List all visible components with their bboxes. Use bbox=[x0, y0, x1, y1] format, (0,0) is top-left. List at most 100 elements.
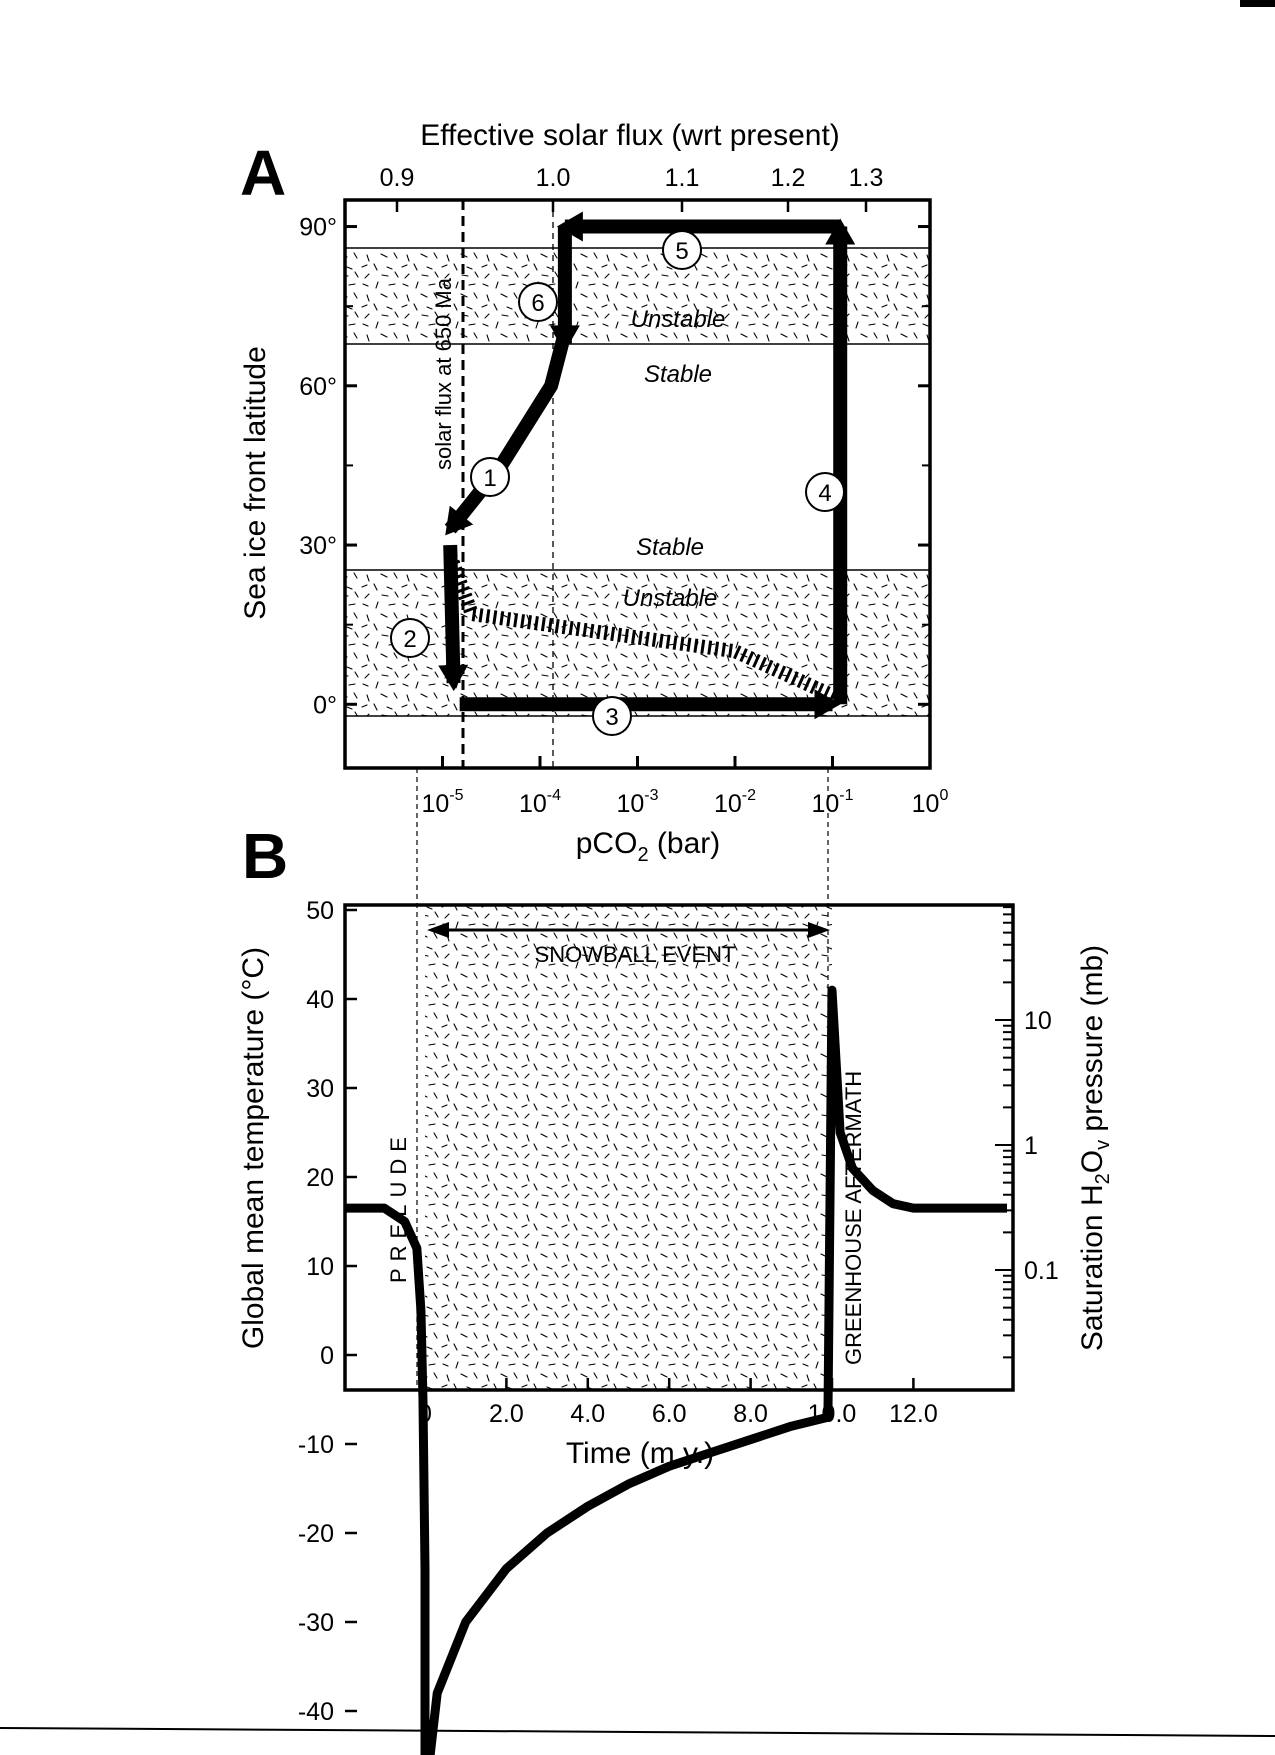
unstable-region-lower bbox=[345, 570, 930, 716]
y2-title-mid: O bbox=[1076, 1150, 1109, 1173]
temperature-tick-label: -30 bbox=[298, 1609, 334, 1637]
vapor-pressure-tick-label: 10 bbox=[1024, 1007, 1052, 1035]
solar-flux-650ma-label: solar flux at 650 Ma bbox=[431, 277, 456, 470]
x-tick-label: 10-2 bbox=[714, 787, 756, 818]
snowball-collapse-dashed-path bbox=[443, 553, 844, 706]
greenhouse-aftermath-label: GREENHOUSE AFTERMATH bbox=[841, 1071, 866, 1365]
temperature-tick-label: 50 bbox=[306, 897, 334, 925]
top-right-scan-mark bbox=[1240, 0, 1275, 7]
panel-a: A Effective solar flux (wrt present) 0.9… bbox=[239, 119, 948, 866]
step-circle bbox=[805, 472, 845, 512]
x-tick-label: 10-4 bbox=[519, 787, 561, 818]
step-marker-5: 5 bbox=[662, 230, 702, 270]
temperature-tick-label: 20 bbox=[306, 1164, 334, 1192]
bottom-scan-rule bbox=[0, 1727, 1275, 1737]
temperature-tick-label: -20 bbox=[298, 1520, 334, 1548]
x-axis-title-time: Time (m.y.) bbox=[566, 1437, 714, 1470]
step-number: 3 bbox=[605, 704, 618, 731]
top-axis-tick-label: 1.3 bbox=[849, 164, 884, 192]
snowball-event-region bbox=[425, 905, 832, 1390]
x-tick-label: 10-3 bbox=[616, 787, 658, 818]
time-tick-label: 8.0 bbox=[733, 1400, 768, 1428]
y2-title-tail: pressure (mb) bbox=[1076, 945, 1109, 1140]
temperature-tick-label: 10 bbox=[306, 1253, 334, 1281]
top-axis-tick-label: 1.0 bbox=[536, 164, 571, 192]
vapor-pressure-axis-ticks: 10 1 0.1 bbox=[995, 906, 1059, 1359]
y-tick-label: 30° bbox=[299, 532, 337, 560]
step-number: 4 bbox=[818, 480, 831, 507]
region-label-stable-lower: Stable bbox=[636, 534, 704, 561]
time-tick-label: 10.0 bbox=[808, 1400, 857, 1428]
time-tick-label: 4.0 bbox=[570, 1400, 605, 1428]
y-axis-title-temperature: Global mean temperature (°C) bbox=[237, 947, 270, 1349]
step-number: 2 bbox=[403, 626, 416, 653]
step-circle bbox=[592, 696, 632, 736]
x-axis-title-pco2: pCO2 (bar) bbox=[576, 827, 721, 866]
top-axis-tick-label: 0.9 bbox=[380, 164, 415, 192]
y2-axis-title-vapor-pressure: Saturation H2Ov pressure (mb) bbox=[1076, 945, 1114, 1351]
hysteresis-cycle-paths bbox=[438, 211, 856, 720]
prelude-label: PRELUDE bbox=[386, 1130, 411, 1283]
y2-title-main: Saturation H bbox=[1076, 1184, 1109, 1351]
top-axis-title: Effective solar flux (wrt present) bbox=[420, 119, 840, 152]
vapor-pressure-tick-label: 0.1 bbox=[1024, 1257, 1059, 1285]
panel-b: B SNOWBALL EVENT PRELUDE GREENHOUSE AFTE… bbox=[237, 820, 1114, 1755]
step-number: 5 bbox=[675, 238, 688, 265]
y-tick-label: 0° bbox=[313, 691, 337, 719]
temperature-tick-label: 0 bbox=[320, 1342, 334, 1370]
y-tick-label: 90° bbox=[299, 214, 337, 242]
temperature-series-line bbox=[343, 985, 1008, 1755]
time-tick-label: 0 bbox=[418, 1400, 432, 1428]
region-label-unstable-lower: Unstable bbox=[623, 585, 718, 612]
x-tick-label: 100 bbox=[912, 787, 949, 818]
cycle-arrowhead-step-1 bbox=[445, 505, 474, 536]
temperature-tick-label: -10 bbox=[298, 1431, 334, 1459]
cycle-path-step-2 bbox=[443, 544, 461, 684]
top-axis-tick-label: 1.2 bbox=[771, 164, 806, 192]
step-number: 6 bbox=[531, 290, 544, 317]
time-tick-label: 6.0 bbox=[652, 1400, 687, 1428]
step-circle bbox=[470, 457, 510, 497]
panel-b-plot-frame bbox=[343, 903, 1015, 1392]
vapor-pressure-tick-label: 1 bbox=[1024, 1132, 1038, 1160]
panel-a-frame-ticks bbox=[343, 225, 932, 768]
step-marker-3: 3 bbox=[592, 696, 632, 736]
cycle-arrowhead-step-2 bbox=[438, 664, 469, 692]
step-circle bbox=[662, 230, 702, 270]
y-axis-title-latitude: Sea ice front latitude bbox=[239, 346, 272, 620]
x-axis-ticks: 10-5 10-4 10-3 10-2 10-1 100 bbox=[421, 787, 948, 818]
panel-a-letter: A bbox=[240, 137, 286, 209]
step-marker-4: 4 bbox=[805, 472, 845, 512]
time-tick-label: 2.0 bbox=[489, 1400, 524, 1428]
stipple-band-upper bbox=[345, 248, 930, 344]
snowball-event-arrow bbox=[427, 922, 830, 938]
event-arrow-right-head bbox=[808, 922, 830, 938]
region-label-stable-upper: Stable bbox=[644, 361, 712, 388]
event-arrow-left-head bbox=[427, 922, 449, 938]
time-axis-ticks: 0 2.0 4.0 6.0 8.0 10.0 12.0 bbox=[418, 1378, 938, 1428]
temperature-tick-label: 30 bbox=[306, 1075, 334, 1103]
snowball-event-label: SNOWBALL EVENT bbox=[535, 942, 736, 967]
y-axis-ticks: 0° 30° 60° 90° bbox=[299, 214, 337, 720]
cycle-arrowhead-step-3 bbox=[814, 689, 841, 720]
cycle-path-step-1 bbox=[444, 330, 572, 534]
top-axis-ticks: 0.9 1.0 1.1 1.2 1.3 bbox=[380, 164, 884, 212]
top-axis-tick-label: 1.1 bbox=[665, 164, 700, 192]
time-tick-label: 12.0 bbox=[889, 1400, 938, 1428]
region-label-unstable-upper: Unstable bbox=[631, 306, 726, 333]
temperature-tick-label: 40 bbox=[306, 986, 334, 1014]
panel-b-letter: B bbox=[242, 820, 288, 892]
step-number: 1 bbox=[483, 465, 496, 492]
step-markers: 1 2 3 4 5 6 bbox=[390, 230, 845, 736]
step-marker-6: 6 bbox=[518, 282, 558, 322]
temperature-tick-label: -40 bbox=[298, 1698, 334, 1726]
stipple-band-lower bbox=[345, 570, 930, 716]
step-marker-1: 1 bbox=[470, 457, 510, 497]
step-circle bbox=[518, 282, 558, 322]
step-circle bbox=[390, 618, 430, 658]
y-tick-label: 60° bbox=[299, 373, 337, 401]
cycle-arrowhead-step-6 bbox=[549, 325, 580, 352]
x-tick-label: 10-1 bbox=[811, 787, 853, 818]
